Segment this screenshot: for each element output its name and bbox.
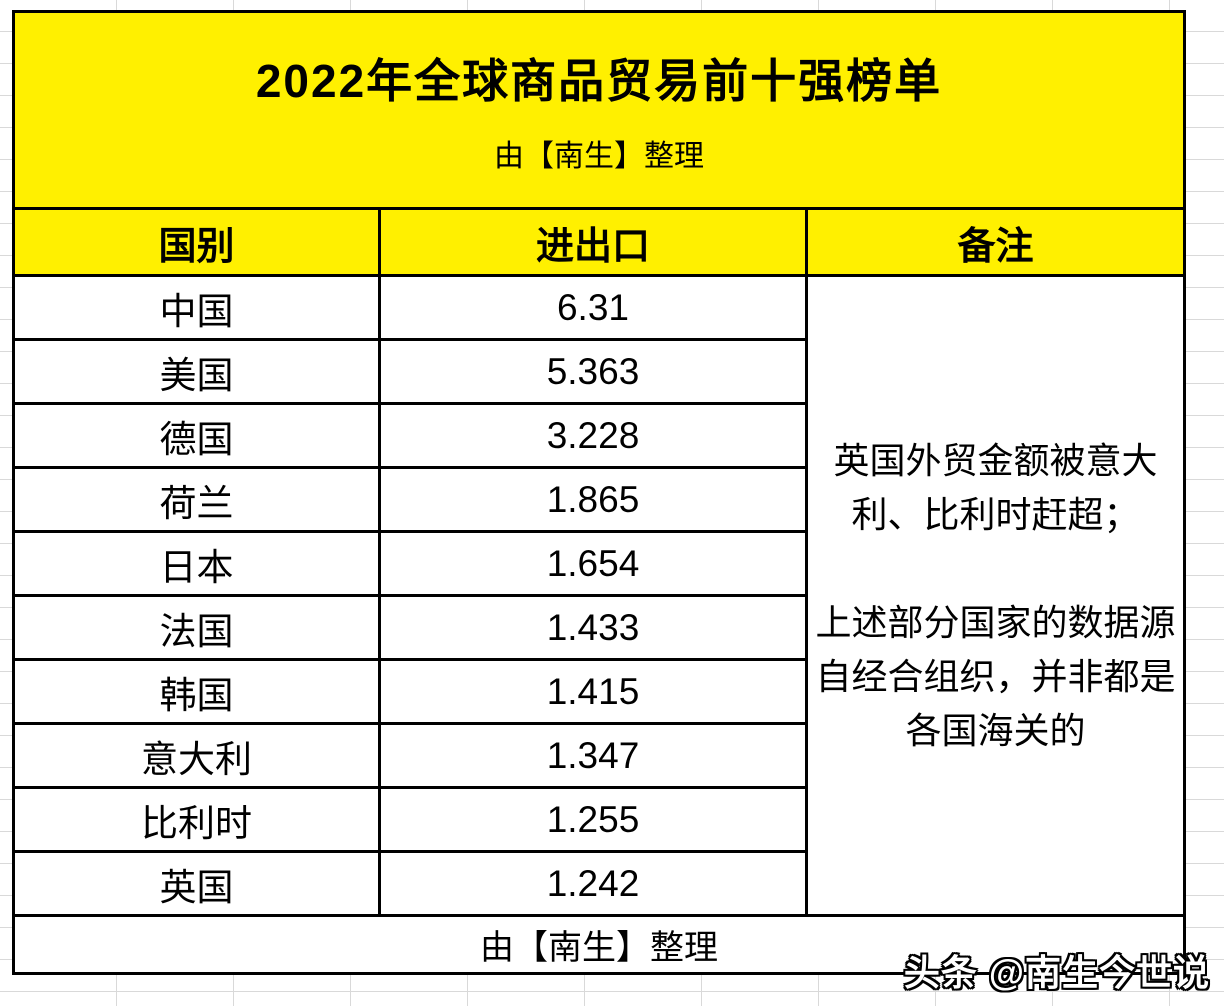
header-cell-remarks: 备注 <box>808 210 1183 277</box>
header-cell-country: 国别 <box>15 210 381 277</box>
country-cell: 荷兰 <box>15 469 381 533</box>
page-subtitle: 由【南生】整理 <box>494 140 704 173</box>
country-cell: 中国 <box>15 277 381 341</box>
country-cell: 意大利 <box>15 725 381 789</box>
trade-ranking-table: 2022年全球商品贸易前十强榜单 由【南生】整理 国别 进出口 备注 英国外贸金… <box>12 10 1186 975</box>
value-cell: 1.654 <box>381 533 808 597</box>
country-cell: 日本 <box>15 533 381 597</box>
title-block: 2022年全球商品贸易前十强榜单 由【南生】整理 <box>15 13 1183 210</box>
header-cell-trade-value: 进出口 <box>381 210 808 277</box>
table-footer: 由【南生】整理 <box>15 917 1183 972</box>
value-cell: 1.433 <box>381 597 808 661</box>
country-cell: 美国 <box>15 341 381 405</box>
page-title: 2022年全球商品贸易前十强榜单 <box>255 55 943 107</box>
remarks-cell: 英国外贸金额被意大利、比利时赶超； 上述部分国家的数据源自经合组织，并非都是各国… <box>808 277 1183 917</box>
toutiao-watermark: 头条 @南生今世说 <box>903 952 1210 993</box>
country-cell: 英国 <box>15 853 381 917</box>
value-cell: 6.31 <box>381 277 808 341</box>
country-cell: 比利时 <box>15 789 381 853</box>
value-cell: 1.255 <box>381 789 808 853</box>
value-cell: 1.242 <box>381 853 808 917</box>
country-cell: 德国 <box>15 405 381 469</box>
value-cell: 3.228 <box>381 405 808 469</box>
value-cell: 5.363 <box>381 341 808 405</box>
country-cell: 韩国 <box>15 661 381 725</box>
country-cell: 法国 <box>15 597 381 661</box>
value-cell: 1.415 <box>381 661 808 725</box>
value-cell: 1.865 <box>381 469 808 533</box>
value-cell: 1.347 <box>381 725 808 789</box>
